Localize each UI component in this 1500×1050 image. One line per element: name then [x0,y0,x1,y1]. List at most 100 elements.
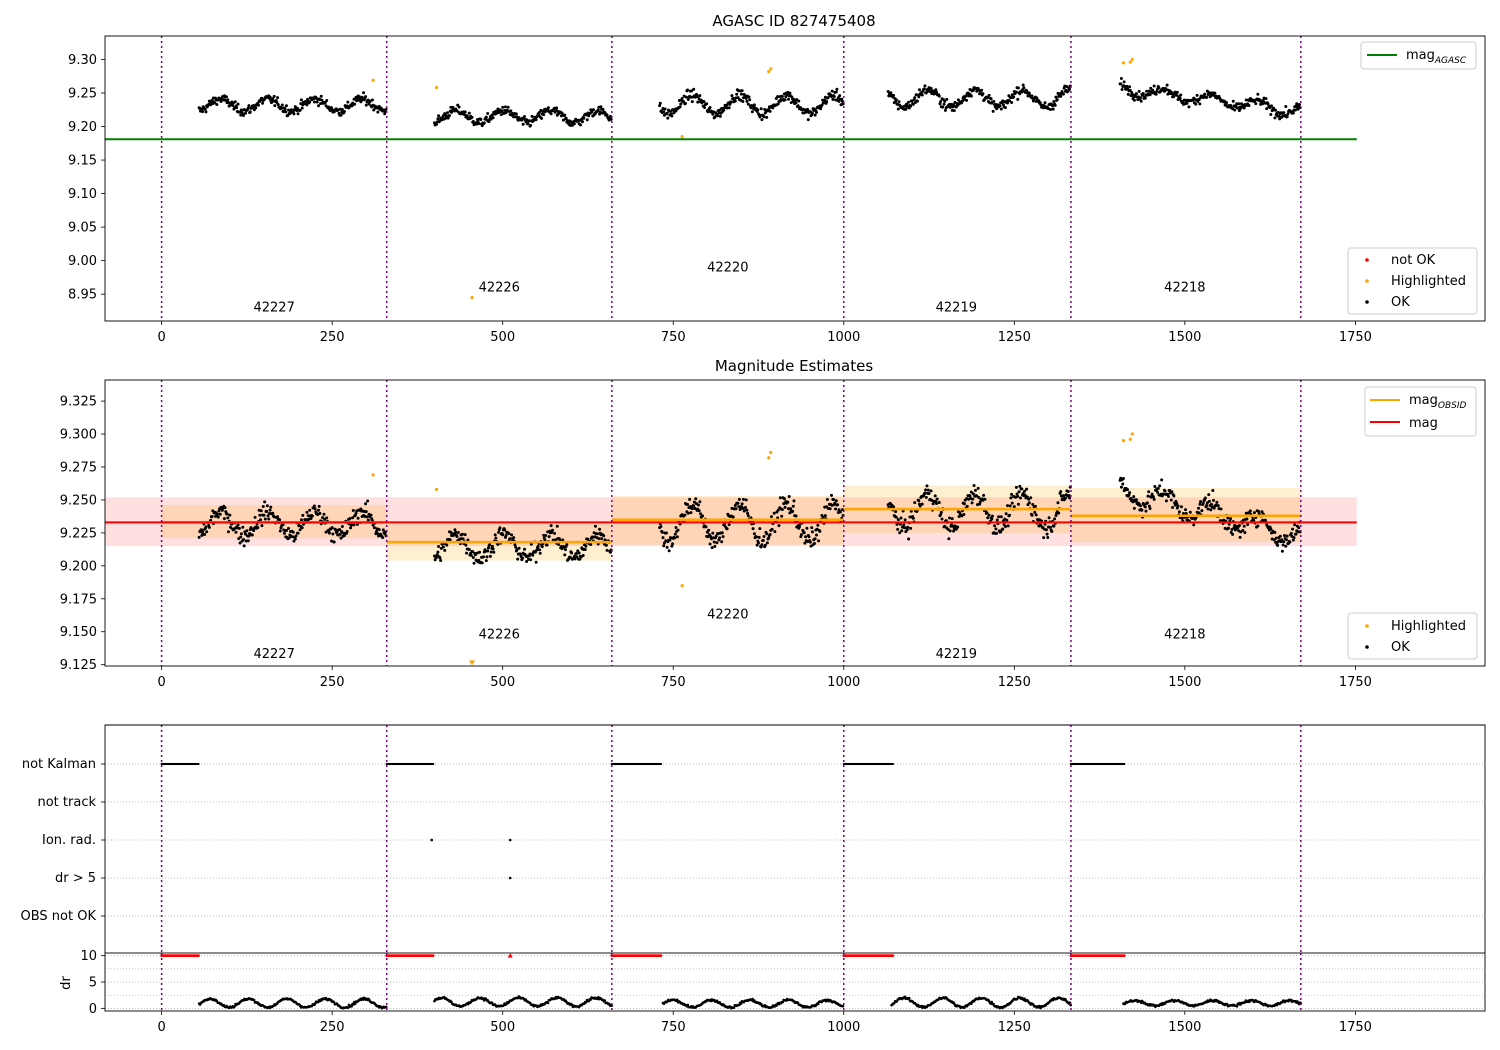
ok-point [913,96,917,100]
ok-point [317,504,321,508]
ok-point [1157,86,1161,90]
ok-point [725,527,729,531]
ok-point [241,114,245,118]
ok-point [1196,506,1200,510]
estimates-y-tick-label: 9.150 [60,625,97,640]
ok-point [694,497,698,501]
ok-point [965,504,969,508]
ok-point [482,121,486,125]
dr-data-points [160,953,1303,1010]
ok-point [578,123,582,127]
ok-point [563,113,567,117]
ok-point [681,100,685,104]
ok-point [463,533,467,537]
ok-point [1233,108,1237,112]
ok-point [1203,496,1207,500]
ok-point [1131,500,1135,504]
ok-point [969,94,973,98]
ok-point [348,517,352,521]
ok-point [237,526,241,530]
ok-point [1145,89,1149,93]
obsid-label-42219: 42219 [936,301,977,316]
ok-point [778,496,782,500]
ok-point [1215,500,1219,504]
ok-point [591,108,595,112]
ok-point [937,501,941,505]
estimates-y-tick-label: 9.250 [60,493,97,508]
dr-x-tick-label: 500 [490,1020,515,1035]
ok-point [1212,93,1216,97]
ok-point [1012,505,1016,509]
highlighted-point [371,78,375,82]
ok-point [503,528,507,532]
ok-point [492,550,496,554]
ok-point [1181,512,1185,516]
ok-point [1031,99,1035,103]
agasc-line-legend: magAGASC [1360,41,1477,70]
ok-point [298,108,302,112]
estimates-y-tick-label: 9.175 [60,592,97,607]
ok-point [1170,490,1174,494]
ok-point [1020,90,1024,94]
ok-point [1237,102,1241,106]
ok-point [464,543,468,547]
ok-point [218,512,222,516]
ok-point [896,527,900,531]
ok-point [1201,501,1205,505]
ok-point [945,97,949,101]
ok-point [500,109,504,113]
ok-point [718,114,722,118]
ok-point [346,100,350,104]
ok-point [1166,494,1170,498]
highlighted-point [434,86,439,90]
ok-point [352,523,356,527]
ok-point [1187,105,1191,109]
ok-point [278,518,282,522]
ok-point [1277,114,1281,118]
ok-point [968,494,972,498]
ok-point [546,106,550,110]
ok-point [509,109,513,113]
ok-point [601,107,605,111]
ok-point [929,489,933,493]
ok-point [568,555,572,559]
ok-point [308,100,312,104]
ok-point [203,107,207,111]
obsid-label-42226: 42226 [479,627,520,642]
ok-point [999,515,1003,519]
ok-point [997,515,1001,519]
ok-point [364,502,368,506]
dr-point [1225,1002,1229,1006]
ok-point [799,533,803,537]
dr-saturated-marker [431,954,435,958]
ok-point [1057,511,1061,515]
legend-swatch-ok [1365,300,1369,304]
ok-point [745,508,749,512]
ok-point [739,92,743,96]
ok-point [531,553,535,557]
ok-point [1184,511,1188,515]
ok-point [975,494,979,498]
ok-point [941,105,945,109]
ok-point [339,536,343,540]
ok-point [1160,478,1164,482]
estimates-plot-title: Magnitude Estimates [715,357,873,375]
ok-point [1005,518,1009,522]
ok-point [918,504,922,508]
ok-point [235,106,239,110]
ok-point [690,507,694,511]
ok-point [1237,524,1241,528]
ok-point [1212,498,1216,502]
ok-point [972,483,976,487]
ok-point [791,509,795,513]
ok-point [686,511,690,515]
ok-point [529,558,533,562]
ok-point [765,541,769,545]
ok-point [370,98,374,102]
ok-point [300,106,304,110]
ok-point [662,110,666,114]
ok-point [969,490,973,494]
ok-point [231,104,235,108]
ok-point [976,486,980,490]
ok-point [1198,502,1202,506]
